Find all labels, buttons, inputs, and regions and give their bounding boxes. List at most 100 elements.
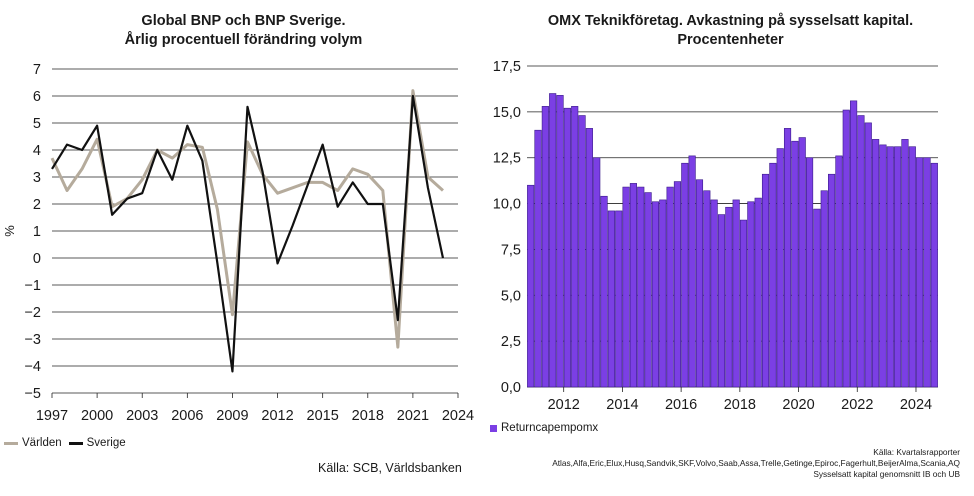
- y-tick-label: 0: [33, 251, 41, 267]
- bar: [813, 208, 821, 388]
- bar: [908, 146, 916, 388]
- bar: [894, 146, 902, 388]
- bar: [769, 162, 777, 388]
- bar: [556, 95, 564, 388]
- legend-label-roce: Returncapempomx: [501, 422, 599, 434]
- right-chart-title-line2: Procentenheter: [677, 32, 784, 48]
- y-tick-label: 2,5: [501, 334, 521, 350]
- bar: [622, 186, 630, 388]
- right-notes: Källa: Kvartalsrapporter Atlas,Alfa,Eric…: [552, 447, 960, 480]
- bar: [541, 106, 549, 388]
- y-tick-label: 2: [33, 197, 41, 213]
- series-line-sweden: [51, 94, 445, 373]
- y-tick-label: −1: [24, 278, 41, 294]
- y-tick-label: 7: [33, 62, 41, 78]
- bar: [651, 201, 660, 388]
- x-tick-label: 2003: [126, 408, 158, 424]
- bar: [886, 146, 894, 388]
- y-tick-label: 6: [33, 89, 41, 105]
- series-line-world: [50, 89, 444, 349]
- left-chart-panel: Global BNP och BNP Sverige. Årlig procen…: [0, 12, 487, 475]
- x-tick-label: 2000: [81, 408, 113, 424]
- bar: [791, 140, 799, 388]
- note-source: Källa: Kvartalsrapporter: [873, 447, 960, 457]
- y-tick-label: 0,0: [501, 380, 521, 396]
- bar: [835, 155, 843, 388]
- bar: [659, 199, 667, 388]
- x-tick-label: 2009: [216, 408, 248, 424]
- x-tick-label: 2006: [171, 408, 203, 424]
- right-chart-panel: OMX Teknikföretag. Avkastning på syssels…: [487, 0, 974, 496]
- bar: [901, 139, 909, 388]
- y-tick-label: 4: [33, 143, 41, 159]
- bar: [798, 137, 806, 388]
- bar: [776, 148, 784, 388]
- x-tick-label: 1997: [36, 408, 68, 424]
- left-chart-title-line1: Global BNP och BNP Sverige.: [141, 13, 346, 29]
- y-tick-label: 5: [33, 116, 41, 132]
- bar: [783, 128, 792, 388]
- bar: [695, 179, 704, 388]
- bar: [923, 157, 931, 388]
- note-companies: Atlas,Alfa,Eric,Elux,Husq,Sandvik,SKF,Vo…: [552, 458, 960, 468]
- bar: [754, 197, 762, 388]
- bar: [703, 190, 711, 388]
- y-tick-label: −3: [24, 332, 41, 348]
- bar: [842, 109, 850, 388]
- right-chart-title-line1: OMX Teknikföretag. Avkastning på syssels…: [547, 13, 914, 29]
- bar: [615, 210, 623, 388]
- note-definition: Sysselsatt kapital genomsnitt IB och UB: [813, 469, 960, 479]
- bar: [761, 173, 770, 388]
- x-tick-label: 2024: [442, 408, 474, 424]
- left-chart-title: Global BNP och BNP Sverige. Årlig procen…: [0, 12, 487, 50]
- bar: [872, 139, 880, 388]
- y-tick-label: 1: [33, 224, 41, 240]
- y-tick-label: −4: [24, 359, 41, 375]
- bar: [585, 128, 593, 388]
- bar: [828, 173, 836, 388]
- y-tick-label: 7,5: [501, 242, 521, 258]
- bar: [593, 157, 601, 388]
- right-chart-title: OMX Teknikföretag. Avkastning på syssels…: [487, 12, 974, 50]
- bar: [688, 155, 696, 388]
- bar: [607, 210, 615, 388]
- bar: [805, 157, 814, 388]
- legend-swatch-world: [4, 441, 18, 445]
- x-tick-label: 2016: [665, 397, 697, 413]
- x-tick-label: 2012: [548, 397, 580, 413]
- bar: [600, 195, 608, 388]
- bar: [673, 181, 682, 388]
- bar: [666, 186, 674, 388]
- y-tick-label: 5,0: [501, 288, 521, 304]
- bar: [710, 199, 718, 388]
- bar: [732, 199, 740, 388]
- bar: [563, 107, 571, 388]
- bar: [637, 186, 645, 388]
- x-tick-label: 2015: [307, 408, 339, 424]
- x-tick-label: 2020: [782, 397, 814, 413]
- bar: [857, 115, 865, 388]
- y-tick-label: 17,5: [493, 59, 521, 75]
- y-tick-label: −5: [24, 386, 41, 402]
- bar: [534, 129, 542, 388]
- bar: [578, 115, 586, 388]
- y-tick-label: −2: [24, 305, 41, 321]
- bar: [549, 93, 557, 388]
- bar: [916, 157, 924, 388]
- x-tick-label: 2024: [900, 397, 932, 413]
- x-tick-label: 2012: [261, 408, 293, 424]
- gdp-line-chart: 7 6 5 4 3 2 1 0 −1 −2 −3 −4 −5% 1997 2000 2003 2006 2009 2…: [2, 62, 474, 424]
- bar: [725, 206, 733, 388]
- bar: [681, 162, 689, 388]
- y-tick-label: 15,0: [493, 105, 521, 121]
- bar: [739, 219, 748, 388]
- bar: [571, 106, 579, 388]
- x-tick-label: 2018: [352, 408, 384, 424]
- legend-swatch-roce: [490, 424, 497, 432]
- bar: [629, 183, 637, 388]
- y-tick-label: 10,0: [493, 197, 521, 213]
- bar: [820, 190, 828, 388]
- bar: [527, 184, 535, 388]
- bar: [930, 162, 938, 388]
- x-tick-label: 2014: [606, 397, 638, 413]
